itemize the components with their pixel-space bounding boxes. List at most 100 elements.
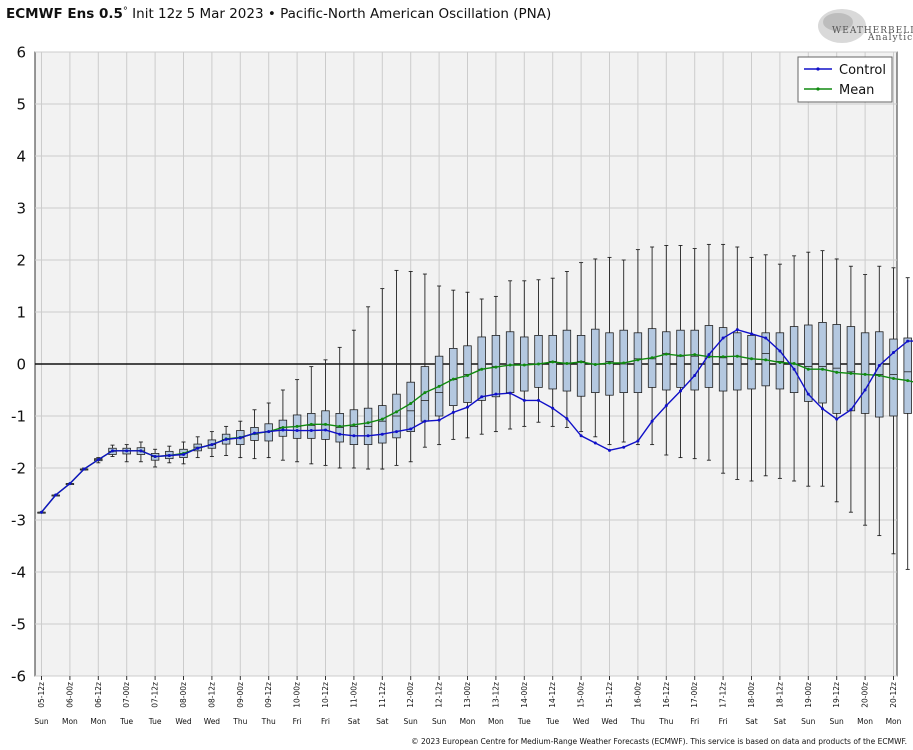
y-tick-label: 6: [16, 44, 26, 62]
mean-point: [395, 410, 398, 414]
x-tick-label: 10-00z: [293, 682, 302, 708]
x-tick-label: 18-12z: [775, 682, 784, 708]
control-point: [182, 452, 185, 456]
mean-point: [466, 373, 469, 377]
control-point: [906, 339, 910, 343]
legend-control-label: Control: [839, 63, 886, 78]
mean-point: [750, 357, 753, 361]
mean-point: [309, 422, 313, 426]
legend: Control Mean: [797, 56, 893, 103]
control-point: [111, 449, 114, 453]
control-point: [139, 449, 143, 453]
day-label: Thu: [232, 717, 247, 726]
x-tick-label: 17-00z: [690, 682, 699, 708]
x-tick-label: 13-00z: [463, 682, 472, 708]
control-point: [153, 455, 157, 459]
x-tick-label: 17-12z: [719, 682, 728, 708]
mean-point: [721, 355, 725, 359]
box: [307, 412, 316, 439]
box-plot: [349, 329, 359, 469]
box: [846, 326, 856, 412]
box-plot: [619, 259, 628, 443]
mean-point: [423, 391, 427, 395]
mean-point: [380, 417, 384, 421]
weatherbell-logo: WEATHERBELL Analytics LLC: [818, 9, 913, 43]
control-point: [522, 398, 526, 402]
control-point: [380, 432, 384, 436]
day-label: Sun: [404, 717, 419, 726]
day-label: Mon: [857, 717, 873, 726]
y-axis: 6 5 4 3 2 1 0 -1 -2 -3 -4 -5 -6: [11, 44, 26, 686]
control-point: [309, 429, 313, 433]
mean-point: [593, 363, 597, 367]
day-label: Sat: [376, 717, 388, 726]
x-tick-label: 08-12z: [207, 682, 216, 708]
box: [789, 326, 799, 393]
mean-point: [494, 365, 498, 369]
mean-point: [863, 372, 867, 376]
control-point: [210, 443, 214, 447]
control-point: [281, 428, 285, 432]
day-label: Wed: [573, 717, 590, 726]
x-tick-label: 20-00z: [861, 682, 870, 708]
x-tick-label: 19-00z: [804, 682, 813, 708]
x-tick-label: 19-12z: [832, 682, 841, 708]
day-label: Thu: [658, 717, 673, 726]
y-tick-label: 4: [16, 148, 26, 166]
mean-point: [877, 373, 881, 377]
x-tick-label: 13-12z: [491, 682, 500, 708]
day-label: Fri: [293, 717, 302, 726]
mean-point: [281, 425, 285, 429]
mean-point: [608, 361, 611, 365]
box: [591, 328, 600, 394]
box: [406, 381, 415, 433]
box-plot: [662, 244, 671, 456]
y-tick-label: -2: [11, 460, 26, 478]
control-point: [324, 428, 327, 432]
y-tick-label: 3: [16, 200, 26, 218]
day-label: Mon: [886, 717, 902, 726]
control-point: [863, 388, 867, 392]
x-tick-label: 16-12z: [662, 682, 671, 708]
control-point: [466, 405, 469, 409]
mean-point: [508, 363, 512, 367]
box: [378, 405, 387, 444]
copyright-footer: © 2023 European Centre for Medium-Range …: [411, 737, 907, 746]
control-point: [82, 467, 86, 471]
x-tick-label: 18-00z: [747, 682, 756, 708]
logo-text: WEATHERBELL: [832, 26, 913, 36]
mean-point: [522, 363, 526, 367]
control-point: [877, 364, 881, 368]
box: [633, 332, 643, 393]
control-point: [267, 430, 271, 434]
box-plot: [307, 366, 316, 465]
day-label: Wed: [601, 717, 618, 726]
legend-mean-label: Mean: [839, 83, 874, 98]
y-tick-label: -4: [11, 564, 26, 582]
x-tick-label: 06-12z: [94, 682, 103, 708]
mean-point: [693, 353, 697, 357]
mean-point: [778, 360, 782, 364]
x-tick-label: 07-12z: [151, 682, 160, 708]
control-point: [721, 336, 725, 340]
mean-point: [821, 367, 824, 371]
day-label: Thu: [261, 717, 276, 726]
box: [775, 332, 785, 390]
mean-point: [537, 362, 540, 366]
box: [534, 334, 543, 388]
control-point: [338, 432, 342, 436]
box-plot: [718, 243, 728, 474]
day-label: Fri: [690, 717, 699, 726]
day-label: Fri: [321, 717, 330, 726]
box: [349, 409, 359, 446]
series-lines: [40, 328, 913, 514]
legend-control-marker: [816, 67, 820, 71]
box: [818, 321, 827, 404]
x-tick-label: 20-12z: [889, 682, 898, 708]
control-point: [579, 434, 583, 438]
control-point: [792, 367, 796, 371]
box: [832, 324, 841, 414]
box-plot: [534, 279, 543, 423]
control-point: [54, 493, 58, 497]
